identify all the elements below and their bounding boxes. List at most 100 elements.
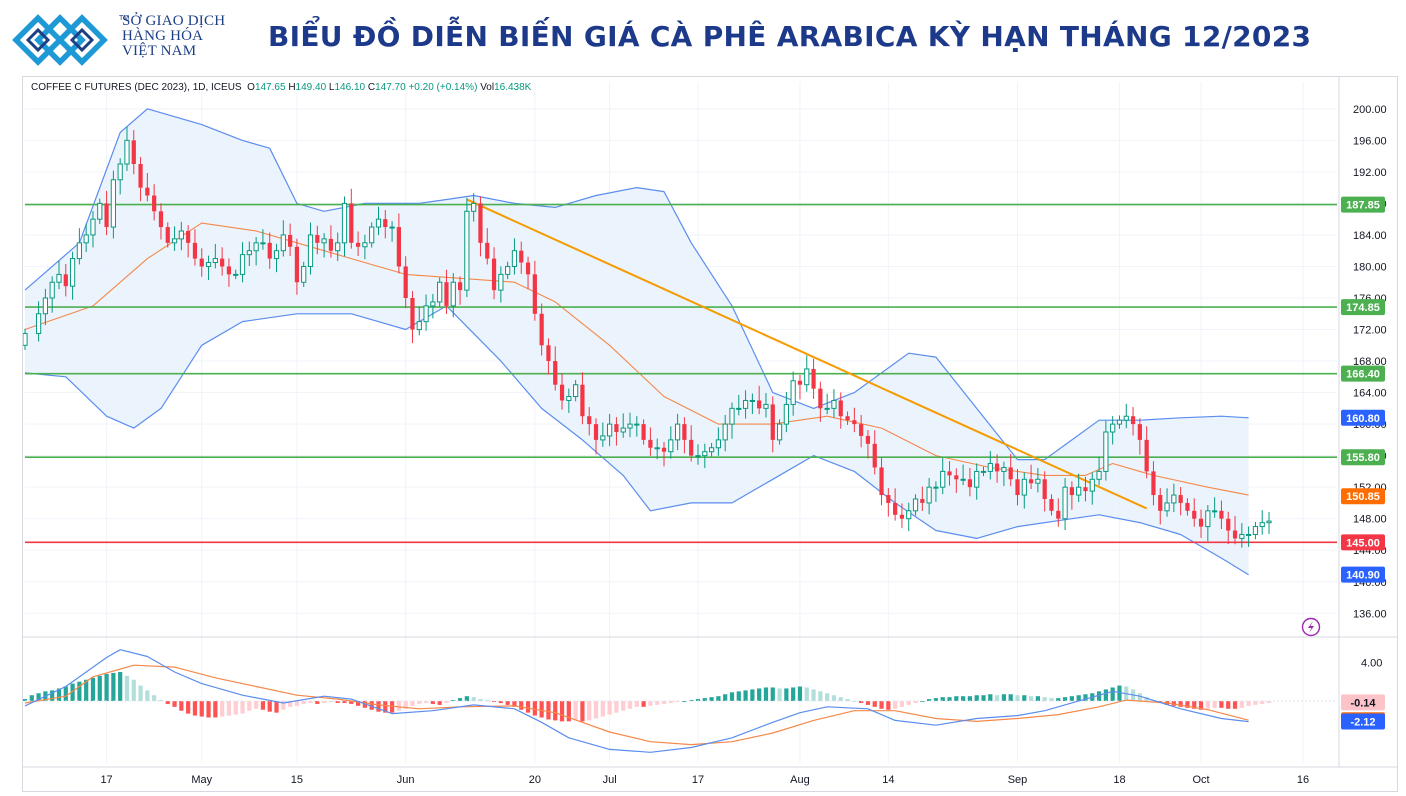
candle-body[interactable] <box>464 210 470 291</box>
candle-body[interactable] <box>811 368 816 389</box>
candle-body[interactable] <box>872 443 877 468</box>
candle-body[interactable] <box>1212 510 1218 513</box>
candle-body[interactable] <box>212 258 218 264</box>
candle-body[interactable] <box>226 266 232 275</box>
candle-body[interactable] <box>1232 530 1238 539</box>
candle-body[interactable] <box>49 281 55 299</box>
candle-body[interactable] <box>1185 502 1190 511</box>
candle-body[interactable] <box>1266 520 1272 524</box>
candle-body[interactable] <box>383 219 388 228</box>
candle-body[interactable] <box>818 388 823 409</box>
candle-body[interactable] <box>587 416 592 425</box>
candle-body[interactable] <box>152 195 157 212</box>
candle-body[interactable] <box>783 403 789 425</box>
candle-body[interactable] <box>1123 415 1129 421</box>
candle-body[interactable] <box>307 234 314 267</box>
candle-body[interactable] <box>1137 424 1142 440</box>
candle-body[interactable] <box>627 423 633 429</box>
candle-body[interactable] <box>260 242 266 245</box>
candle-body[interactable] <box>375 218 382 228</box>
candle-body[interactable] <box>634 423 640 426</box>
candle-body[interactable] <box>702 451 708 457</box>
candle-body[interactable] <box>430 301 436 307</box>
price-chart[interactable]: 200.00196.00192.00188.00184.00180.00176.… <box>23 77 1397 791</box>
candle-body[interactable] <box>110 179 116 228</box>
candle-body[interactable] <box>165 227 170 243</box>
candle-body[interactable] <box>416 321 422 331</box>
candle-body[interactable] <box>742 399 749 409</box>
candle-body[interactable] <box>933 486 939 489</box>
candle-body[interactable] <box>1083 487 1088 492</box>
candle-body[interactable] <box>485 242 490 259</box>
candle-body[interactable] <box>1001 466 1007 472</box>
candle-body[interactable] <box>478 203 483 243</box>
candle-body[interactable] <box>838 400 843 417</box>
lightning-bolt-icon[interactable] <box>1308 621 1314 633</box>
candle-body[interactable] <box>689 439 694 456</box>
candle-body[interactable] <box>553 361 558 385</box>
candle-body[interactable] <box>987 463 993 472</box>
candle-body[interactable] <box>315 234 320 243</box>
candle-body[interactable] <box>668 439 674 453</box>
candle-body[interactable] <box>967 479 973 488</box>
candle-body[interactable] <box>824 407 830 410</box>
candle-body[interactable] <box>199 258 204 267</box>
candle-body[interactable] <box>1239 533 1245 539</box>
candle-body[interactable] <box>471 202 477 212</box>
candle-body[interactable] <box>35 313 42 334</box>
candle-body[interactable] <box>607 423 613 437</box>
candle-body[interactable] <box>845 416 850 421</box>
candle-body[interactable] <box>1049 499 1054 511</box>
candle-body[interactable] <box>1246 533 1252 536</box>
candle-body[interactable] <box>1205 510 1211 528</box>
candle-body[interactable] <box>879 467 884 496</box>
candle-body[interactable] <box>682 424 687 440</box>
candle-body[interactable] <box>69 258 76 287</box>
candle-body[interactable] <box>539 313 544 346</box>
candle-body[interactable] <box>1259 522 1265 528</box>
candle-body[interactable] <box>940 470 946 488</box>
candle-body[interactable] <box>954 475 959 480</box>
candle-body[interactable] <box>770 404 775 440</box>
candle-body[interactable] <box>362 242 368 248</box>
candle-body[interactable] <box>1008 467 1013 480</box>
candle-body[interactable] <box>131 140 136 164</box>
candle-body[interactable] <box>920 499 925 503</box>
candle-body[interactable] <box>23 332 28 346</box>
candle-body[interactable] <box>83 234 89 244</box>
candle-body[interactable] <box>294 246 300 283</box>
candle-body[interactable] <box>893 502 898 515</box>
candle-body[interactable] <box>1062 486 1068 520</box>
candle-body[interactable] <box>654 447 660 450</box>
candle-body[interactable] <box>505 265 511 275</box>
candle-body[interactable] <box>1089 478 1095 492</box>
candle-body[interactable] <box>341 202 348 244</box>
candle-body[interactable] <box>124 139 130 165</box>
candle-body[interactable] <box>1144 439 1149 472</box>
candle-body[interactable] <box>1028 479 1034 484</box>
candle-body[interactable] <box>519 250 524 263</box>
candle-body[interactable] <box>797 380 803 385</box>
candle-body[interactable] <box>369 226 375 244</box>
candle-body[interactable] <box>138 164 143 188</box>
candle-body[interactable] <box>192 242 198 259</box>
candle-body[interactable] <box>511 250 518 267</box>
candle-body[interactable] <box>205 262 212 267</box>
candle-body[interactable] <box>912 498 919 512</box>
candle-body[interactable] <box>423 305 429 323</box>
candle-body[interactable] <box>614 424 619 432</box>
candle-body[interactable] <box>906 510 912 520</box>
candle-body[interactable] <box>974 470 980 488</box>
candle-body[interactable] <box>280 234 286 252</box>
candle-body[interactable] <box>1198 518 1204 527</box>
candle-body[interactable] <box>532 274 537 314</box>
candle-body[interactable] <box>321 238 327 244</box>
candle-body[interactable] <box>273 250 280 260</box>
candle-body[interactable] <box>389 226 395 229</box>
candle-body[interactable] <box>749 399 755 402</box>
candle-body[interactable] <box>396 227 401 267</box>
candle-body[interactable] <box>729 407 735 425</box>
candle-body[interactable] <box>444 282 449 306</box>
candle-body[interactable] <box>158 211 164 228</box>
candle-body[interactable] <box>1252 526 1259 535</box>
